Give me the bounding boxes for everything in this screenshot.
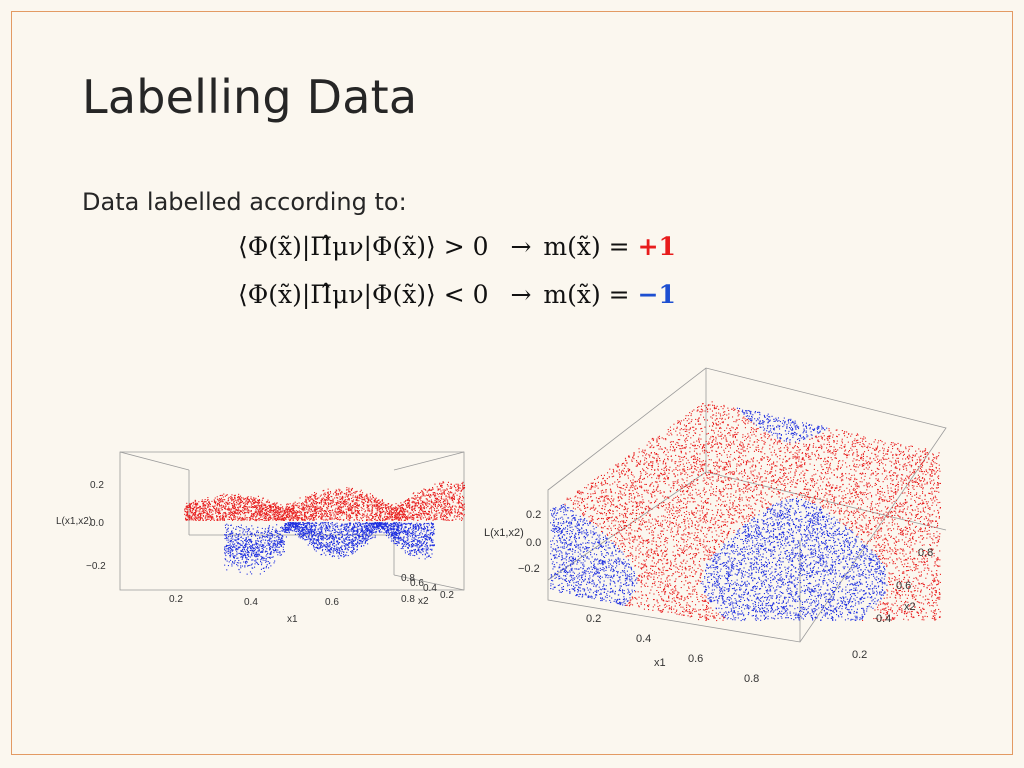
equation-lhs: ⟨Φ(x̃)|Π̂μν|Φ(x̃)⟩ > 0 xyxy=(238,232,489,261)
x1-tick: 0.6 xyxy=(688,653,703,665)
x1-tick: 0.6 xyxy=(325,597,339,608)
y-tick: 0.0 xyxy=(90,518,104,529)
slide-frame xyxy=(11,11,1013,755)
positive-region-points xyxy=(564,401,941,622)
y-axis-label: L(x1,x2) xyxy=(56,516,92,527)
x2-tick: 0.6 xyxy=(896,580,911,592)
x1-tick: 0.4 xyxy=(636,633,651,645)
y-axis-label: L(x1,x2) xyxy=(484,527,524,539)
y-tick: 0.2 xyxy=(526,509,541,521)
x2-tick: 0.2 xyxy=(852,649,867,661)
y-tick: 0.0 xyxy=(526,537,541,549)
surface-plot-perspective-view: 0.2 0.0 −0.2 L(x1,x2) 0.2 0.4 0.6 0.8 x1… xyxy=(484,367,947,685)
lead-text: Data labelled according to: xyxy=(82,188,407,216)
plot-box xyxy=(119,451,465,591)
x1-axis-label: x1 xyxy=(287,614,298,625)
x2-tick: 0.4 xyxy=(423,583,437,594)
equation-negative: ⟨Φ(x̃)|Π̂μν|Φ(x̃)⟩ < 0 → m(x̃) = −1 xyxy=(238,280,676,309)
equation-rhs: m(x̃) = xyxy=(543,280,630,309)
plot-box xyxy=(547,367,947,643)
x1-tick: 0.2 xyxy=(169,594,183,605)
x2-tick: 0.8 xyxy=(918,547,933,559)
x2-axis-label: x2 xyxy=(418,596,429,607)
equation-rhs: m(x̃) = xyxy=(543,232,630,261)
x2-axis-label: x2 xyxy=(904,601,916,613)
y-tick: −0.2 xyxy=(86,561,106,572)
arrow-symbol: → xyxy=(510,280,532,309)
x2-tick: 0.4 xyxy=(876,613,891,625)
positive-region-points xyxy=(184,481,466,522)
y-tick: −0.2 xyxy=(518,563,540,575)
x1-tick: 0.8 xyxy=(401,594,415,605)
surface-plot-side-view: 0.2 0.0 −0.2 L(x1,x2) 0.2 0.4 0.6 0.8 x1… xyxy=(56,451,466,625)
equation-lhs: ⟨Φ(x̃)|Π̂μν|Φ(x̃)⟩ < 0 xyxy=(238,280,489,309)
negative-region-points xyxy=(224,522,436,575)
x1-tick: 0.4 xyxy=(244,597,258,608)
x1-axis-label: x1 xyxy=(654,657,666,669)
x2-tick: 0.6 xyxy=(410,578,424,589)
x2-tick: 0.8 xyxy=(401,573,415,584)
x1-tick: 0.2 xyxy=(586,613,601,625)
slide-title: Labelling Data xyxy=(82,70,418,124)
label-plus-one: +1 xyxy=(637,232,676,261)
negative-region-points xyxy=(550,407,888,622)
equation-positive: ⟨Φ(x̃)|Π̂μν|Φ(x̃)⟩ > 0 → m(x̃) = +1 xyxy=(238,232,676,261)
arrow-symbol: → xyxy=(510,232,532,261)
label-minus-one: −1 xyxy=(637,280,676,309)
x2-tick: 0.2 xyxy=(440,590,454,601)
x1-tick: 0.8 xyxy=(744,673,759,685)
y-tick: 0.2 xyxy=(90,480,104,491)
